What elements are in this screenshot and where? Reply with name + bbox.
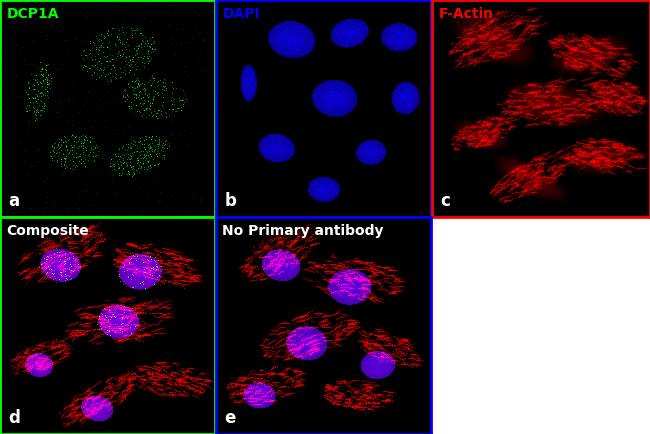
Text: DAPI: DAPI <box>222 7 260 20</box>
Text: d: d <box>8 410 21 427</box>
Text: DCP1A: DCP1A <box>6 7 59 20</box>
Text: b: b <box>225 193 237 210</box>
Text: e: e <box>225 410 236 427</box>
Text: a: a <box>8 193 20 210</box>
Text: c: c <box>441 193 450 210</box>
Text: No Primary antibody: No Primary antibody <box>222 224 384 237</box>
Text: Composite: Composite <box>6 224 89 237</box>
Text: F-Actin: F-Actin <box>439 7 493 20</box>
